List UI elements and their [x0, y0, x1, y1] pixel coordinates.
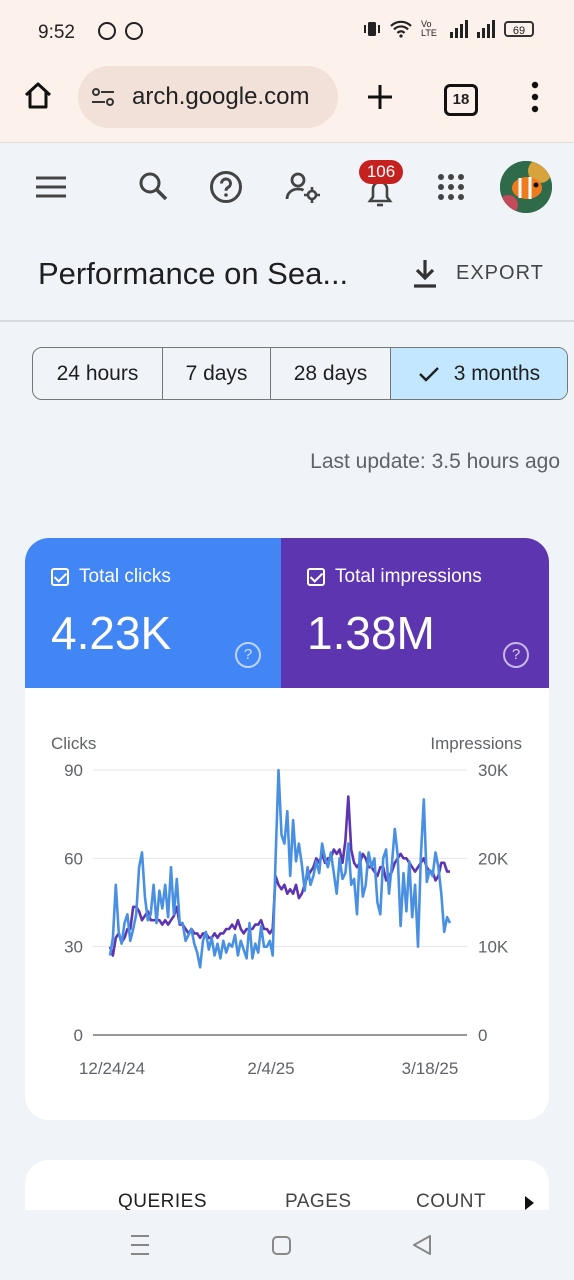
notification-count-badge: 106: [359, 160, 403, 184]
check-icon: [418, 367, 439, 383]
total-impressions-value: 1.38M: [307, 607, 435, 659]
tab-countries[interactable]: COUNT: [416, 1191, 487, 1212]
left-tick-label: 90: [64, 761, 83, 780]
signal-icon: [450, 20, 468, 38]
app-bar: [0, 143, 574, 231]
tab-queries[interactable]: QUERIES: [118, 1191, 208, 1212]
whatsapp-icon: [98, 22, 116, 40]
home-nav-icon[interactable]: [272, 1236, 291, 1255]
home-icon[interactable]: [22, 80, 54, 112]
header-divider: [0, 320, 574, 322]
x-tick-label: 3/18/25: [402, 1059, 459, 1078]
checkbox-icon[interactable]: [51, 568, 69, 586]
total-clicks-tile[interactable]: Total clicks 4.23K ?: [25, 538, 281, 688]
export-button[interactable]: EXPORT: [412, 258, 544, 288]
scroll-right-icon[interactable]: [523, 1195, 535, 1211]
whatsapp-icon: [125, 22, 143, 40]
left-axis-title: Clicks: [51, 734, 96, 753]
right-tick-label: 30K: [478, 761, 509, 780]
right-axis-title: Impressions: [430, 734, 522, 753]
date-range-selector: 24 hours 7 days 28 days 3 months: [32, 347, 568, 400]
date-range-label: 3 months: [453, 362, 541, 385]
download-icon: [414, 260, 436, 288]
checkbox-icon[interactable]: [307, 568, 325, 586]
vibrate-icon: [364, 22, 380, 36]
avatar[interactable]: [500, 161, 552, 213]
site-settings-icon[interactable]: [90, 86, 116, 108]
url-text[interactable]: arch.google.com: [132, 83, 310, 110]
back-icon[interactable]: [412, 1234, 432, 1256]
menu-icon[interactable]: [36, 176, 66, 198]
date-range-7-days[interactable]: 7 days: [163, 348, 271, 399]
battery-icon: 69: [504, 21, 534, 37]
system-nav-bar: [0, 1210, 574, 1280]
x-tick-label: 12/24/24: [79, 1059, 145, 1078]
date-range-label: 28 days: [293, 362, 368, 385]
right-tick-label: 0: [478, 1026, 487, 1045]
page-title: Performance on Sea...: [38, 256, 349, 291]
signal-icon: [477, 20, 495, 38]
date-range-24-hours[interactable]: 24 hours: [33, 348, 163, 399]
export-label: EXPORT: [456, 261, 544, 284]
wifi-icon: [390, 20, 412, 38]
left-tick-label: 0: [74, 1026, 83, 1045]
right-tick-label: 10K: [478, 938, 509, 957]
left-tick-label: 60: [64, 849, 83, 868]
help-icon[interactable]: ?: [503, 642, 529, 668]
status-time: 9:52: [38, 22, 75, 43]
help-icon[interactable]: ?: [235, 642, 261, 668]
browser-toolbar: arch.google.com 18: [0, 66, 574, 143]
new-tab-icon[interactable]: [365, 82, 395, 112]
status-bar: 9:52 Vo LTE 69: [0, 0, 574, 66]
date-range-28-days[interactable]: 28 days: [271, 348, 391, 399]
tab-switcher-button[interactable]: 18: [444, 84, 478, 116]
help-icon[interactable]: [209, 170, 243, 204]
performance-card: Total clicks 4.23K ? Total impressions 1…: [25, 538, 549, 1120]
address-bar[interactable]: [78, 66, 338, 128]
total-impressions-label: Total impressions: [335, 566, 482, 587]
date-range-3-months[interactable]: 3 months: [391, 348, 567, 399]
total-clicks-value: 4.23K: [51, 607, 172, 659]
performance-chart: Clicks Impressions 90 30K 60 20K 30 10K 0 0 12/24/…: [51, 734, 522, 1078]
x-tick-label: 2/4/25: [247, 1059, 294, 1078]
more-options-icon[interactable]: [528, 80, 542, 114]
last-update-text: Last update: 3.5 hours ago: [310, 450, 560, 473]
clicks-series-line: [108, 768, 452, 969]
right-tick-label: 20K: [478, 849, 509, 868]
tab-pages[interactable]: PAGES: [285, 1191, 352, 1212]
left-tick-label: 30: [64, 938, 83, 957]
total-impressions-tile[interactable]: Total impressions 1.38M ?: [281, 538, 549, 688]
date-range-label: 24 hours: [56, 362, 139, 385]
manage-users-icon[interactable]: [285, 171, 321, 203]
total-clicks-label: Total clicks: [79, 566, 171, 587]
status-indicators: Vo LTE 69: [363, 20, 534, 38]
date-range-label: 7 days: [185, 362, 248, 385]
volte-label: Vo LTE: [421, 19, 437, 38]
search-icon[interactable]: [138, 171, 168, 201]
impressions-series-line: [108, 795, 450, 957]
apps-grid-icon[interactable]: [437, 173, 465, 201]
recents-icon[interactable]: [130, 1234, 150, 1256]
